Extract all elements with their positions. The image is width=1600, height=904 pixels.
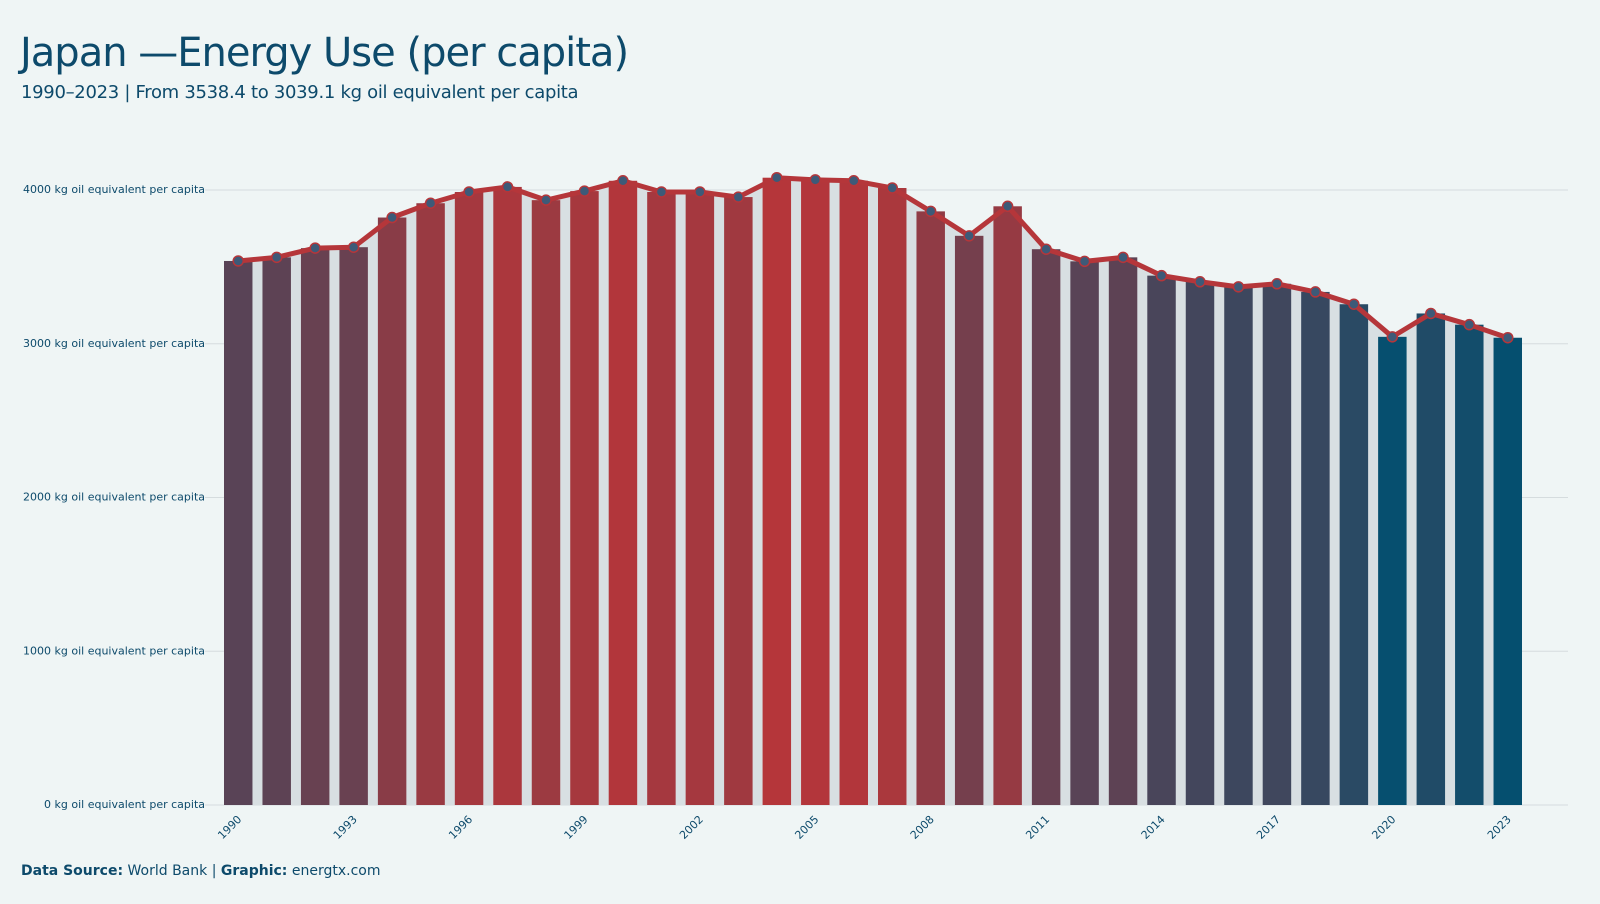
bar <box>1185 281 1215 805</box>
bar <box>1455 324 1484 805</box>
marker <box>1155 269 1168 282</box>
bar <box>339 247 368 805</box>
bar <box>801 179 830 806</box>
source-label: Data Source: <box>21 863 123 879</box>
marker <box>1309 286 1322 298</box>
bar <box>570 191 599 806</box>
chart-subtitle: 1990–2023 | From 3538.4 to 3039.1 kg oil… <box>21 82 578 103</box>
marker <box>270 251 283 264</box>
marker <box>424 197 437 209</box>
marker <box>386 211 398 224</box>
bar <box>878 188 907 806</box>
marker <box>501 181 514 193</box>
marker <box>1232 281 1245 293</box>
marker <box>232 255 244 267</box>
marker <box>809 174 822 186</box>
y-tick-label: 1000 kg oil equivalent per capita <box>23 644 205 657</box>
marker <box>540 194 552 206</box>
bar <box>377 217 407 806</box>
x-tick-label: 1996 <box>446 813 475 842</box>
line <box>238 175 1509 341</box>
marker <box>1463 318 1476 331</box>
bar <box>1301 291 1330 805</box>
source-separator: | <box>212 863 217 879</box>
bar <box>954 235 984 805</box>
bar <box>224 260 253 805</box>
y-tick-label: 4000 kg oil equivalent per capita <box>23 183 205 196</box>
x-tick-label: 2011 <box>1023 813 1052 842</box>
bar <box>300 248 330 805</box>
marker <box>309 242 321 254</box>
marker <box>1040 243 1052 255</box>
bar <box>647 191 676 805</box>
marker <box>617 175 629 187</box>
marker <box>886 182 898 194</box>
x-tick-label: 2002 <box>677 813 706 842</box>
bar <box>993 206 1022 806</box>
x-tick-label: 1999 <box>562 813 591 842</box>
marker <box>732 191 745 203</box>
marker <box>694 186 706 198</box>
bar <box>1378 336 1407 805</box>
bar <box>1493 337 1522 805</box>
x-tick-label: 1990 <box>215 813 244 842</box>
x-tick-label: 2008 <box>908 813 937 842</box>
marker <box>1271 278 1283 290</box>
bar <box>416 203 445 805</box>
bar <box>839 180 868 805</box>
marker <box>1117 251 1129 264</box>
x-tick-label: 2014 <box>1139 813 1168 842</box>
bar <box>1108 257 1138 805</box>
bar <box>762 177 792 805</box>
bar <box>724 197 753 805</box>
bar <box>685 191 715 805</box>
source-note: Data Source: World Bank | Graphic: energ… <box>21 863 380 879</box>
bar <box>262 257 291 805</box>
source-text: energtx.com <box>292 863 381 879</box>
marker <box>848 175 860 187</box>
y-tick-label: 0 kg oil equivalent per capita <box>44 798 205 811</box>
marker <box>1001 200 1014 213</box>
source-text: World Bank <box>128 863 209 879</box>
marker <box>924 205 937 218</box>
bar <box>454 191 484 805</box>
marker <box>347 241 360 253</box>
bar <box>531 200 561 805</box>
bar <box>916 211 945 806</box>
marker <box>1386 331 1399 343</box>
bar <box>1147 275 1176 805</box>
source-label: Graphic: <box>221 863 288 879</box>
bar <box>608 180 638 805</box>
x-tick-label: 2020 <box>1369 813 1398 842</box>
bar <box>1416 313 1446 805</box>
marker <box>963 230 975 242</box>
marker <box>1348 298 1360 310</box>
bar <box>1224 286 1253 805</box>
x-tick-label: 1993 <box>331 813 360 842</box>
marker <box>1425 307 1437 320</box>
bar <box>493 186 522 806</box>
marker <box>578 185 591 197</box>
x-tick-label: 2023 <box>1485 813 1514 842</box>
y-tick-label: 2000 kg oil equivalent per capita <box>23 491 205 504</box>
bar <box>1031 249 1061 806</box>
marker <box>1194 276 1206 288</box>
chart-title: Japan —Energy Use (per capita) <box>17 30 628 76</box>
y-tick-label: 3000 kg oil equivalent per capita <box>23 337 205 350</box>
bar <box>1339 304 1369 805</box>
marker <box>463 186 475 198</box>
marker <box>655 186 668 198</box>
x-tick-label: 2005 <box>792 813 821 842</box>
bar <box>1070 261 1099 806</box>
bar <box>1262 283 1292 806</box>
marker <box>771 171 783 184</box>
marker <box>1502 331 1514 344</box>
x-tick-label: 2017 <box>1254 813 1283 842</box>
marker <box>1078 255 1091 268</box>
